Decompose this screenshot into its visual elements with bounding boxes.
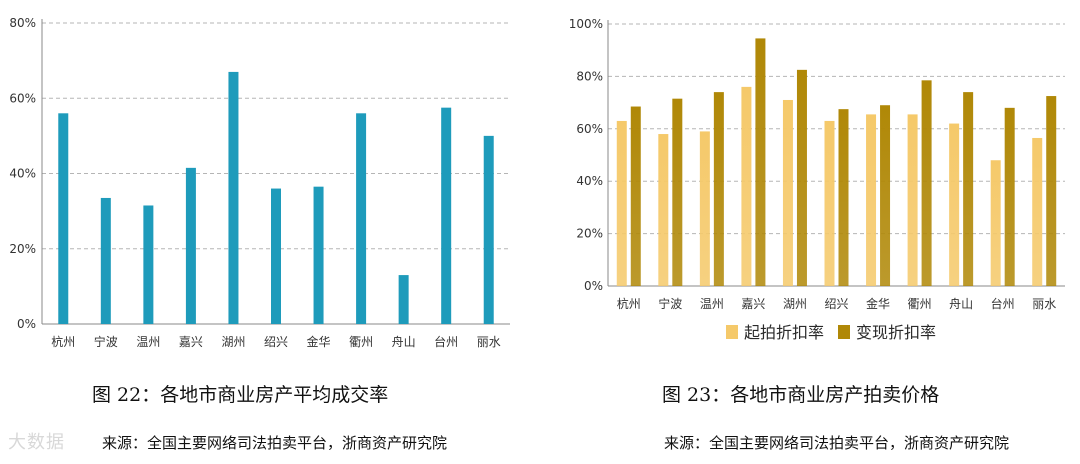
y-tick-label: 40% <box>576 174 603 188</box>
bar-台州-起拍折扣率 <box>990 160 1001 286</box>
figure-23-caption: 图 23：各地市商业房产拍卖价格 <box>662 384 940 406</box>
x-tick-label: 衢州 <box>908 297 932 311</box>
y-tick-label: 20% <box>576 227 603 241</box>
x-tick-label: 台州 <box>991 296 1015 311</box>
source-note-left: 来源：全国主要网络司法拍卖平台，浙商资产研究院 <box>102 434 448 452</box>
bar-杭州-变现折扣率 <box>630 106 641 286</box>
bar-绍兴-变现折扣率 <box>838 109 849 287</box>
bar-湖州-起拍折扣率 <box>782 99 793 286</box>
bar-温州-变现折扣率 <box>713 92 724 287</box>
x-tick-label: 嘉兴 <box>179 335 203 349</box>
x-tick-label: 湖州 <box>221 334 245 349</box>
bar-金华 <box>313 186 324 324</box>
bar-舟山 <box>398 275 409 324</box>
x-tick-label: 台州 <box>434 334 458 349</box>
source-note-right: 来源：全国主要网络司法拍卖平台，浙商资产研究院 <box>664 434 1010 452</box>
x-tick-label: 湖州 <box>783 296 807 311</box>
bar-绍兴-起拍折扣率 <box>824 120 835 286</box>
bar-舟山-变现折扣率 <box>963 92 974 287</box>
y-tick-label: 20% <box>9 242 36 256</box>
bar-杭州-起拍折扣率 <box>616 120 627 286</box>
y-tick-label: 0% <box>17 317 36 331</box>
x-tick-label: 温州 <box>136 335 160 349</box>
bar-宁波-变现折扣率 <box>672 98 683 286</box>
y-tick-label: 80% <box>9 16 36 30</box>
bar-衢州-变现折扣率 <box>921 80 932 286</box>
x-tick-label: 宁波 <box>94 334 118 349</box>
x-tick-label: 丽水 <box>1032 297 1056 311</box>
y-tick-label: 80% <box>576 69 603 83</box>
bar-宁波 <box>100 197 111 324</box>
x-tick-label: 衢州 <box>349 335 373 349</box>
y-tick-label: 0% <box>584 279 603 293</box>
bar-湖州 <box>228 71 239 324</box>
bar-台州-变现折扣率 <box>1004 107 1015 286</box>
x-tick-label: 宁波 <box>658 296 682 311</box>
y-tick-label: 60% <box>576 122 603 136</box>
bar-温州 <box>143 205 154 324</box>
x-tick-label: 舟山 <box>392 335 416 349</box>
bar-嘉兴-变现折扣率 <box>755 38 766 286</box>
bar-丽水-变现折扣率 <box>1046 96 1057 286</box>
bar-湖州-变现折扣率 <box>796 69 807 286</box>
bar-杭州 <box>58 113 69 324</box>
bar-金华-起拍折扣率 <box>866 114 877 286</box>
bar-宁波-起拍折扣率 <box>658 134 669 286</box>
bar-温州-起拍折扣率 <box>699 131 710 286</box>
y-tick-label: 40% <box>9 167 36 181</box>
legend-label: 变现折扣率 <box>856 323 936 342</box>
figure-22-caption: 图 22：各地市商业房产平均成交率 <box>92 384 389 406</box>
bar-丽水 <box>483 135 494 324</box>
legend-swatch <box>726 325 738 339</box>
legend-label: 起拍折扣率 <box>744 323 824 342</box>
bar-舟山-起拍折扣率 <box>949 123 960 286</box>
x-tick-label: 嘉兴 <box>741 297 765 311</box>
bar-绍兴 <box>271 188 281 324</box>
x-tick-label: 绍兴 <box>264 335 288 349</box>
bar-台州 <box>441 107 452 324</box>
x-tick-label: 金华 <box>307 334 331 349</box>
y-tick-label: 100% <box>569 17 603 31</box>
bar-金华-变现折扣率 <box>880 105 891 286</box>
chart-average-transaction-rate: 0% 20% 40% 60% 80% 杭州 宁波 温州 嘉兴 湖州 绍兴 金华 衢州 舟山 台州 丽水 <box>9 16 510 349</box>
bar-嘉兴 <box>185 167 196 324</box>
legend-swatch <box>838 325 850 339</box>
bar-衢州 <box>356 113 367 324</box>
x-tick-label: 绍兴 <box>824 297 848 311</box>
chart-auction-price: 0% 20% 40% 60% 80% 100% 杭州 宁波 温州 嘉兴 湖州 绍兴 金华 衢州 舟山 台州 丽水… <box>569 17 1065 342</box>
x-tick-label: 杭州 <box>617 296 641 311</box>
bar-嘉兴-起拍折扣率 <box>741 86 752 286</box>
x-tick-label: 舟山 <box>949 297 973 311</box>
y-tick-label: 60% <box>9 91 36 105</box>
x-tick-label: 温州 <box>700 297 724 311</box>
bar-衢州-起拍折扣率 <box>907 114 918 286</box>
x-tick-label: 金华 <box>866 296 890 311</box>
watermark: 大数据 <box>8 432 65 453</box>
x-tick-label: 杭州 <box>51 334 75 349</box>
bar-丽水-起拍折扣率 <box>1032 137 1043 286</box>
x-tick-label: 丽水 <box>477 335 501 349</box>
